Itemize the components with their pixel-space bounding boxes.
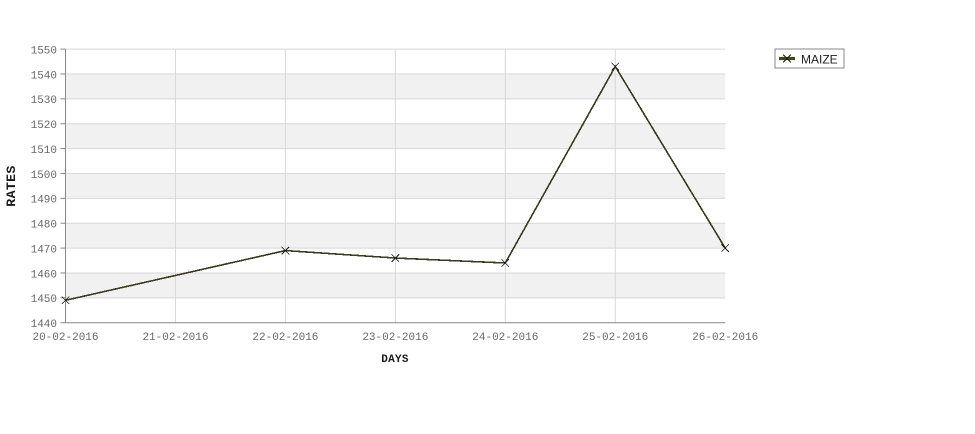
svg-text:1440: 1440 [31,319,57,331]
svg-text:23-02-2016: 23-02-2016 [362,332,428,344]
svg-text:1480: 1480 [31,220,57,232]
svg-text:1450: 1450 [31,294,57,306]
svg-text:1510: 1510 [31,145,57,157]
svg-text:1490: 1490 [31,195,57,207]
svg-text:24-02-2016: 24-02-2016 [472,332,538,344]
svg-text:1520: 1520 [31,120,57,132]
svg-text:26-02-2016: 26-02-2016 [692,332,758,344]
svg-text:1550: 1550 [31,46,57,58]
svg-text:DAYS: DAYS [381,354,409,366]
svg-text:1470: 1470 [31,245,57,257]
svg-text:1460: 1460 [31,269,57,281]
svg-text:1500: 1500 [31,170,57,182]
svg-text:21-02-2016: 21-02-2016 [142,332,208,344]
svg-text:RATES: RATES [4,165,19,206]
svg-text:25-02-2016: 25-02-2016 [582,332,648,344]
svg-text:22-02-2016: 22-02-2016 [252,332,318,344]
svg-text:MAIZE: MAIZE [801,53,838,67]
svg-text:1540: 1540 [31,70,57,82]
svg-text:20-02-2016: 20-02-2016 [32,332,98,344]
svg-text:1530: 1530 [31,95,57,107]
